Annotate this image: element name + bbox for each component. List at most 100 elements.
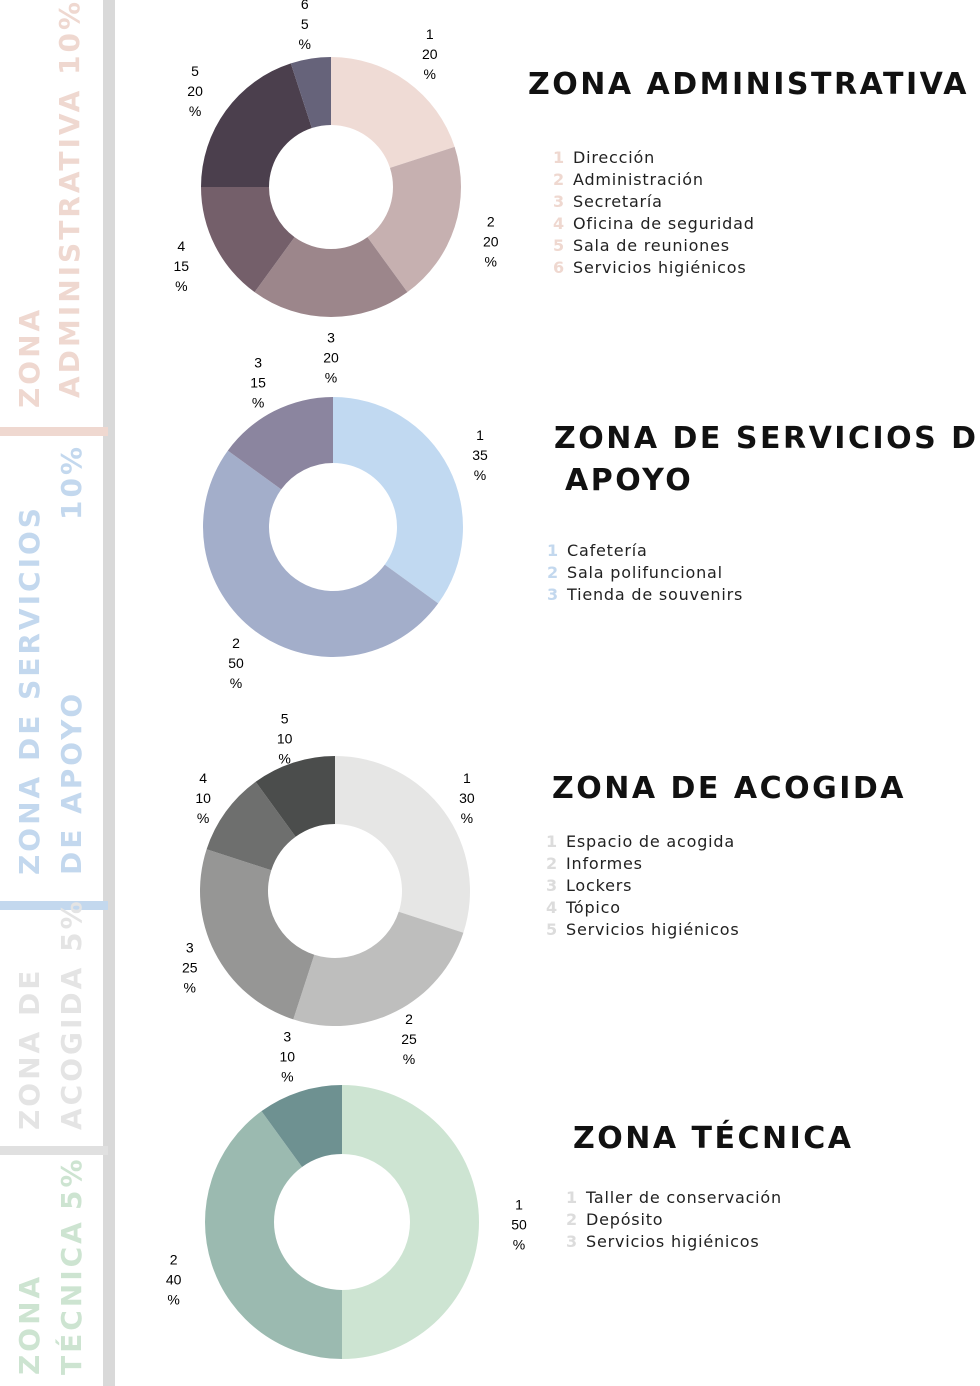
donut-slice [204,1111,342,1359]
slice-percent-sign: % [252,395,264,411]
list-item: 2 Informes [546,853,739,875]
list-item: 5 Sala de reuniones [553,235,755,257]
donut-slice [206,781,296,871]
slice-value-label: 25 [182,960,198,976]
slice-value-label: 10 [280,1048,296,1064]
slice-percent-sign: % [281,1068,293,1084]
slice-category-label: 2 [170,1251,178,1267]
slice-data-label: 4 10% [195,770,211,826]
item-list-apoyo: 1 Cafetería 2 Sala polifuncional 3 Tienda d… [547,540,743,606]
slice-category-label: 2 [232,635,240,651]
item-label: Cafetería [567,541,648,560]
slice-category-label: 1 [426,26,434,42]
donut-slice [342,1085,479,1359]
slice-value-label: 20 [187,83,203,99]
item-number: 2 [553,170,565,189]
slice-data-label: 3 10% [280,1028,296,1084]
section-title-apoyo-line1: ZONA DE SERVICIOS DE [554,421,980,456]
slice-category-label: 4 [199,770,207,786]
donut-slice [261,1085,342,1167]
item-number: 2 [547,563,559,582]
item-number: 1 [566,1188,578,1207]
slice-percent-sign: % [278,751,290,767]
item-label: Lockers [566,876,633,895]
section-title-admin: ZONA ADMINISTRATIVA [528,67,970,102]
slice-percent-sign: % [474,467,486,483]
slice-category-label: 1 [463,770,471,786]
item-number: 3 [566,1232,578,1251]
item-label: Tópico [566,898,621,917]
slice-data-label: 2 20% [483,214,499,270]
slice-category-label: 1 [515,1197,523,1213]
item-list-admin: 1 Dirección 2 Administración 3 Secretaría 4… [553,147,755,279]
slice-value-label: 20 [323,350,339,366]
slice-data-label: 2 40% [166,1251,182,1307]
item-number: 1 [547,541,559,560]
slice-percent-sign: % [424,66,436,82]
list-item: 1 Cafetería [547,540,743,562]
slice-category-label: 3 [327,330,335,346]
item-label: Sala de reuniones [573,236,730,255]
slice-category-label: 5 [191,63,199,79]
list-item: 1 Espacio de acogida [546,831,739,853]
section-title-acogida: ZONA DE ACOGIDA [552,771,907,806]
list-item: 2 Administración [553,169,755,191]
list-item: 3 Servicios higiénicos [566,1231,782,1253]
donut-slice [201,63,312,187]
section-title-tecnica: ZONA TÉCNICA [573,1121,854,1156]
slice-value-label: 20 [422,46,438,62]
donut-slice [293,911,464,1026]
item-number: 6 [553,258,565,277]
slice-value-label: 40 [166,1271,182,1287]
slice-data-label: 3 25% [182,940,198,996]
section-title-apoyo-line2: APOYO [565,463,694,498]
item-number: 3 [546,876,558,895]
donut-slice [254,237,408,317]
slice-value-label: 10 [195,790,211,806]
slice-percent-sign: % [175,278,187,294]
list-item: 1 Taller de conservación [566,1187,782,1209]
slice-percent-sign: % [184,980,196,996]
sidebar-separator-admin [0,427,108,436]
donut-slice [201,187,295,293]
slice-percent-sign: % [230,675,242,691]
slice-value-label: 25 [401,1031,417,1047]
list-item: 3 Lockers [546,875,739,897]
slice-category-label: 2 [487,214,495,230]
slice-data-label: 5 10% [277,711,293,767]
list-item: 5 Servicios higiénicos [546,919,739,941]
list-item: 3 Tienda de souvenirs [547,584,743,606]
donut-slice [255,756,335,837]
slice-value-label: 20 [483,234,499,250]
slice-data-label: 2 25% [401,1011,417,1067]
item-label: Secretaría [573,192,663,211]
slice-percent-sign: % [461,810,473,826]
donut-slice [331,57,455,168]
slice-value-label: 15 [250,375,266,391]
item-label: Servicios higiénicos [586,1232,760,1251]
donut-slice [367,146,461,293]
item-number: 2 [546,854,558,873]
item-number: 3 [553,192,565,211]
item-number: 3 [547,585,559,604]
slice-category-label: 1 [476,427,484,443]
slice-percent-sign: % [298,36,310,52]
sidebar-separator-apoyo [0,901,108,910]
slice-value-label: 35 [472,447,488,463]
slice-category-label: 5 [281,711,289,727]
list-item: 2 Depósito [566,1209,782,1231]
list-item: 3 Secretaría [553,191,755,213]
sidebar-rail [103,0,115,1386]
slice-value-label: 50 [228,655,244,671]
slice-data-label: 2 50% [228,635,244,691]
slice-percent-sign: % [513,1237,525,1253]
donut-slice [227,397,333,490]
slice-value-label: 15 [174,258,190,274]
slice-percent-sign: % [167,1291,179,1307]
slice-data-label: 5 20% [187,63,203,119]
item-number: 5 [553,236,565,255]
slice-percent-sign: % [325,370,337,386]
item-label: Oficina de seguridad [573,214,755,233]
slice-value-label: 5 [301,16,309,32]
